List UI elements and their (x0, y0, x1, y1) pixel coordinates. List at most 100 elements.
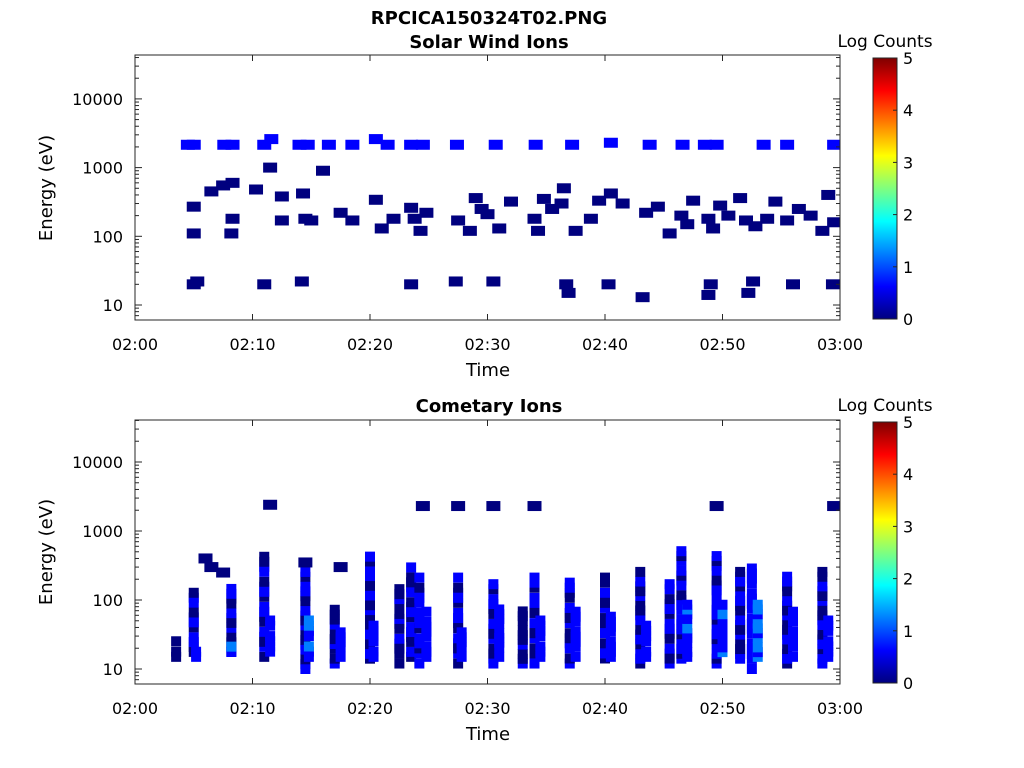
heatmap-cell (600, 628, 610, 639)
heatmap-cell (600, 623, 610, 634)
heatmap-cell (453, 587, 464, 598)
heatmap-cell (368, 646, 379, 657)
heatmap-cell (746, 578, 757, 589)
colorbar-label: Log Counts (837, 32, 932, 52)
heatmap-cell (224, 228, 239, 239)
heatmap-cell (529, 597, 540, 608)
heatmap-cells-solar-wind (180, 134, 840, 303)
y-axis-label-solar-wind: Energy (eV) (36, 135, 57, 241)
heatmap-cell (226, 608, 237, 619)
heatmap-cell (303, 625, 314, 636)
x-ticks-cometary: 02:00 02:10 02:20 02:30 02:40 02:50 03:00 (112, 420, 863, 718)
heatmap-cell (752, 642, 763, 653)
heatmap-cell (321, 139, 336, 150)
y-tick-label: 10000 (72, 453, 123, 472)
heatmap-cell (394, 584, 405, 595)
heatmap-cell (265, 636, 276, 647)
x-axis-label-solar-wind: Time (465, 360, 510, 381)
heatmap-cell (703, 279, 718, 290)
heatmap-cell (480, 209, 495, 220)
heatmap-cell (564, 643, 575, 654)
heatmap-cell (676, 590, 687, 601)
colorbar-tick-label: 3 (903, 517, 913, 536)
heatmap-cell (413, 225, 428, 236)
heatmap-cell (414, 648, 425, 659)
heatmap-cell (603, 137, 618, 148)
heatmap-cell (414, 623, 425, 634)
heatmap-cell (650, 201, 665, 212)
heatmap-cell (188, 607, 199, 618)
heatmap-cell (259, 626, 270, 637)
heatmap-cell (746, 588, 757, 599)
heatmap-cell (226, 632, 237, 643)
heatmap-cell (825, 279, 840, 290)
heatmap-cell (600, 613, 610, 624)
panel-title-solar-wind: Solar Wind Ions (409, 32, 568, 53)
heatmap-cell (204, 186, 219, 197)
heatmap-cell (535, 625, 546, 636)
heatmap-cell (686, 195, 701, 206)
colorbar-tick-label: 1 (903, 622, 913, 641)
heatmap-cell (494, 604, 505, 615)
y-tick-label: 10 (103, 660, 123, 679)
heatmap-cell (374, 223, 389, 234)
heatmap-cell (421, 606, 432, 617)
heatmap-cell (746, 638, 757, 649)
heatmap-cell (456, 627, 467, 638)
heatmap-cell (605, 641, 616, 652)
heatmap-cell (529, 607, 540, 618)
heatmap-cell (592, 195, 607, 206)
heatmap-cell (188, 587, 199, 598)
heatmap-cell (559, 279, 574, 290)
heatmap-cell (274, 191, 289, 202)
colorbar-tick-label: 0 (903, 674, 913, 693)
heatmap-cell (421, 621, 432, 632)
heatmap-cell (641, 646, 652, 657)
heatmap-cell (709, 139, 724, 150)
heatmap-cell (494, 628, 505, 639)
heatmap-cell (259, 641, 270, 652)
y-tick-label: 100 (92, 227, 123, 246)
heatmap-cell (706, 223, 721, 234)
heatmap-cell (676, 638, 687, 649)
colorbar-cometary: Log Counts 0 1 2 3 4 5 (837, 396, 932, 693)
heatmap-cell (406, 572, 417, 583)
heatmap-cell (570, 631, 581, 642)
heatmap-cell (635, 624, 646, 635)
heatmap-cells-cometary (171, 499, 840, 674)
heatmap-cell (186, 228, 201, 239)
heatmap-cell (225, 139, 240, 150)
heatmap-cell (788, 611, 798, 622)
heatmap-cell (259, 551, 270, 562)
heatmap-cell (746, 593, 757, 604)
heatmap-cell (303, 641, 314, 652)
heatmap-cell (817, 566, 828, 577)
heatmap-cell (529, 648, 540, 659)
heatmap-cell (329, 604, 340, 615)
heatmap-cell (259, 591, 270, 602)
heatmap-cell (259, 631, 270, 642)
heatmap-cell (529, 582, 540, 593)
colorbar-tick-label: 2 (903, 206, 913, 225)
heatmap-cell (788, 616, 798, 627)
heatmap-cell (615, 198, 630, 209)
heatmap-cell (468, 193, 483, 204)
heatmap-cell (746, 563, 757, 574)
heatmap-cell (492, 223, 507, 234)
heatmap-cell (265, 620, 276, 631)
heatmap-cell (780, 215, 795, 226)
heatmap-cell (171, 646, 182, 657)
heatmap-cell (535, 641, 546, 652)
heatmap-cell (697, 139, 712, 150)
heatmap-cell (664, 643, 675, 654)
heatmap-cell (565, 139, 580, 150)
heatmap-cell (682, 599, 693, 610)
y-tick-label: 100 (92, 591, 123, 610)
heatmap-cell (746, 613, 757, 624)
heatmap-cell (406, 622, 417, 633)
heatmap-cell (827, 139, 840, 150)
heatmap-cell (365, 614, 375, 625)
heatmap-cell (564, 653, 575, 664)
y-tick-label: 10 (103, 296, 123, 315)
